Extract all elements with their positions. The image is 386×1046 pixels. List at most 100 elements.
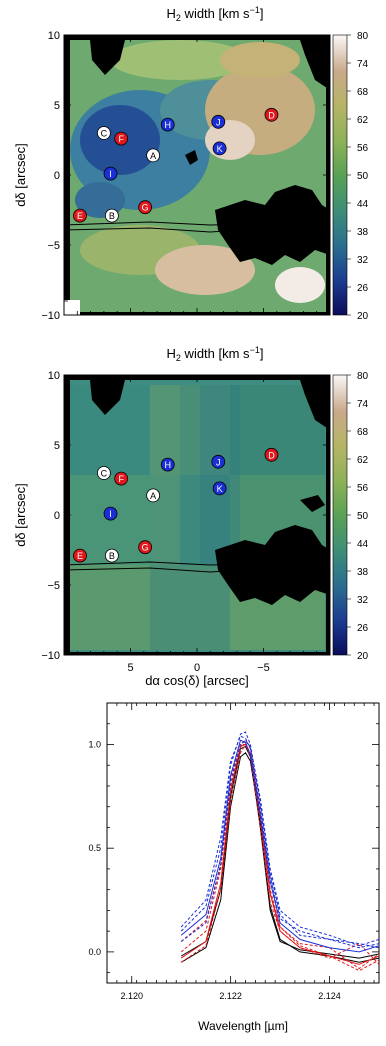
marker-A: A [146, 148, 161, 163]
y-tick-label: 5 [54, 100, 60, 112]
marker-label: H [164, 120, 171, 130]
panel-2-ylabel: dδ [arcsec] [13, 483, 28, 547]
spectrum-line-6 [180, 744, 379, 965]
marker-label: J [216, 457, 221, 467]
marker-B: B [104, 548, 119, 563]
marker-label: F [118, 474, 124, 484]
colorbar-tick-label: 38 [357, 227, 369, 238]
marker-F: F [114, 471, 129, 486]
marker-F: F [114, 131, 129, 146]
marker-label: E [77, 211, 83, 221]
panel-1-colorbar-labels: 80 74 68 62 56 50 44 38 32 26 20 [347, 31, 369, 322]
marker-label: I [109, 169, 112, 179]
spectra-ticks: 2.120 2.122 2.124 0.0 0.5 1.0 [88, 703, 379, 1001]
marker-G: G [138, 200, 153, 215]
spectra-panel: 2.120 2.122 2.124 0.0 0.5 1.0 Wavelength [µm] [88, 702, 380, 1033]
colorbar-tick-label: 56 [357, 143, 369, 154]
y-tick-label: 10 [48, 370, 60, 382]
colorbar-tick-label: 62 [357, 455, 369, 466]
marker-H: H [160, 117, 175, 132]
colorbar-tick-label: 44 [357, 199, 369, 210]
panel-1-title: H2 width [km s−1] [167, 5, 264, 23]
y-tick-label: 0 [54, 510, 60, 522]
panel-2-xlabel: dα cos(δ) [arcsec] [145, 673, 249, 688]
marker-label: C [101, 469, 108, 479]
colorbar-tick-label: 74 [357, 59, 369, 70]
panel-2-xtick-labels: 5 0 −5 [127, 662, 269, 674]
x-tick-label: 0 [194, 662, 200, 674]
colorbar-tick-label: 38 [357, 567, 369, 578]
y-tick-label: −10 [41, 310, 60, 322]
spectrum-line-10 [180, 739, 379, 947]
colorbar-tick-label: 68 [357, 427, 369, 438]
spectra-xlabel: Wavelength [µm] [198, 1019, 288, 1033]
x-tick-label: 2.120 [120, 991, 143, 1001]
y-tick-label: 10 [48, 30, 60, 42]
colorbar-tick-label: 62 [357, 115, 369, 126]
y-tick-label: −10 [41, 650, 60, 662]
marker-label: G [142, 543, 149, 553]
spectrum-line-4 [180, 743, 379, 972]
marker-C: C [97, 126, 111, 140]
spectrum-line-7 [180, 739, 379, 953]
marker-label: D [268, 450, 275, 460]
y-tick-label: −5 [47, 240, 60, 252]
y-tick-label: 5 [54, 440, 60, 452]
marker-E: E [73, 208, 87, 223]
marker-label: A [150, 491, 156, 501]
marker-H: H [160, 457, 175, 472]
marker-I: I [103, 166, 118, 181]
marker-C: C [97, 466, 111, 480]
marker-label: E [77, 551, 83, 561]
marker-label: C [101, 129, 108, 139]
x-tick-label: −5 [257, 662, 270, 674]
marker-D: D [264, 447, 279, 462]
marker-J: J [211, 454, 226, 469]
marker-G: G [138, 540, 153, 555]
colorbar-tick-label: 32 [357, 595, 369, 606]
spectrum-line-8 [180, 731, 379, 949]
colorbar-tick-label: 20 [357, 651, 369, 662]
colorbar-tick-label: 26 [357, 623, 369, 634]
marker-D: D [264, 107, 279, 122]
marker-label: J [216, 117, 221, 127]
marker-A: A [146, 488, 161, 503]
marker-label: H [164, 460, 171, 470]
marker-label: F [118, 134, 124, 144]
x-tick-label: 5 [127, 662, 133, 674]
colorbar-tick-label: 56 [357, 483, 369, 494]
spectra-series [180, 731, 379, 972]
panel-1-colorbar [332, 34, 348, 316]
colorbar-tick-label: 26 [357, 283, 369, 294]
y-tick-label: 0.0 [88, 947, 101, 957]
panel-2-markers: CF H J D A K I G E B [73, 447, 279, 563]
y-tick-label: 1.0 [88, 739, 101, 749]
marker-label: B [109, 551, 115, 561]
map-panel-1: H2 width [km s−1] [13, 5, 369, 322]
colorbar-tick-label: 80 [357, 31, 369, 42]
panel-2-colorbar-labels: 80 74 68 62 56 50 44 38 32 26 20 [347, 371, 369, 662]
panel-2-ytick-labels: 10 5 0 −5 −10 [41, 370, 60, 662]
panel-2-colorbar [332, 374, 348, 656]
marker-label: B [109, 211, 115, 221]
panel-1-ylabel: dδ [arcsec] [13, 143, 28, 207]
panel-2-title: H2 width [km s−1] [167, 345, 264, 363]
marker-B: B [104, 208, 119, 223]
colorbar-tick-label: 32 [357, 255, 369, 266]
marker-label: A [150, 151, 156, 161]
marker-label: G [142, 203, 149, 213]
colorbar-tick-label: 50 [357, 171, 369, 182]
panel-2-ticks [63, 374, 331, 656]
spectrum-line-9 [180, 735, 379, 949]
colorbar-tick-label: 80 [357, 371, 369, 382]
x-tick-label: 2.122 [219, 991, 242, 1001]
marker-label: D [268, 110, 275, 120]
colorbar-tick-label: 50 [357, 511, 369, 522]
colorbar-tick-label: 20 [357, 311, 369, 322]
colorbar-tick-label: 68 [357, 87, 369, 98]
y-tick-label: −5 [47, 580, 60, 592]
x-tick-label: 2.124 [318, 991, 341, 1001]
marker-J: J [211, 114, 226, 129]
